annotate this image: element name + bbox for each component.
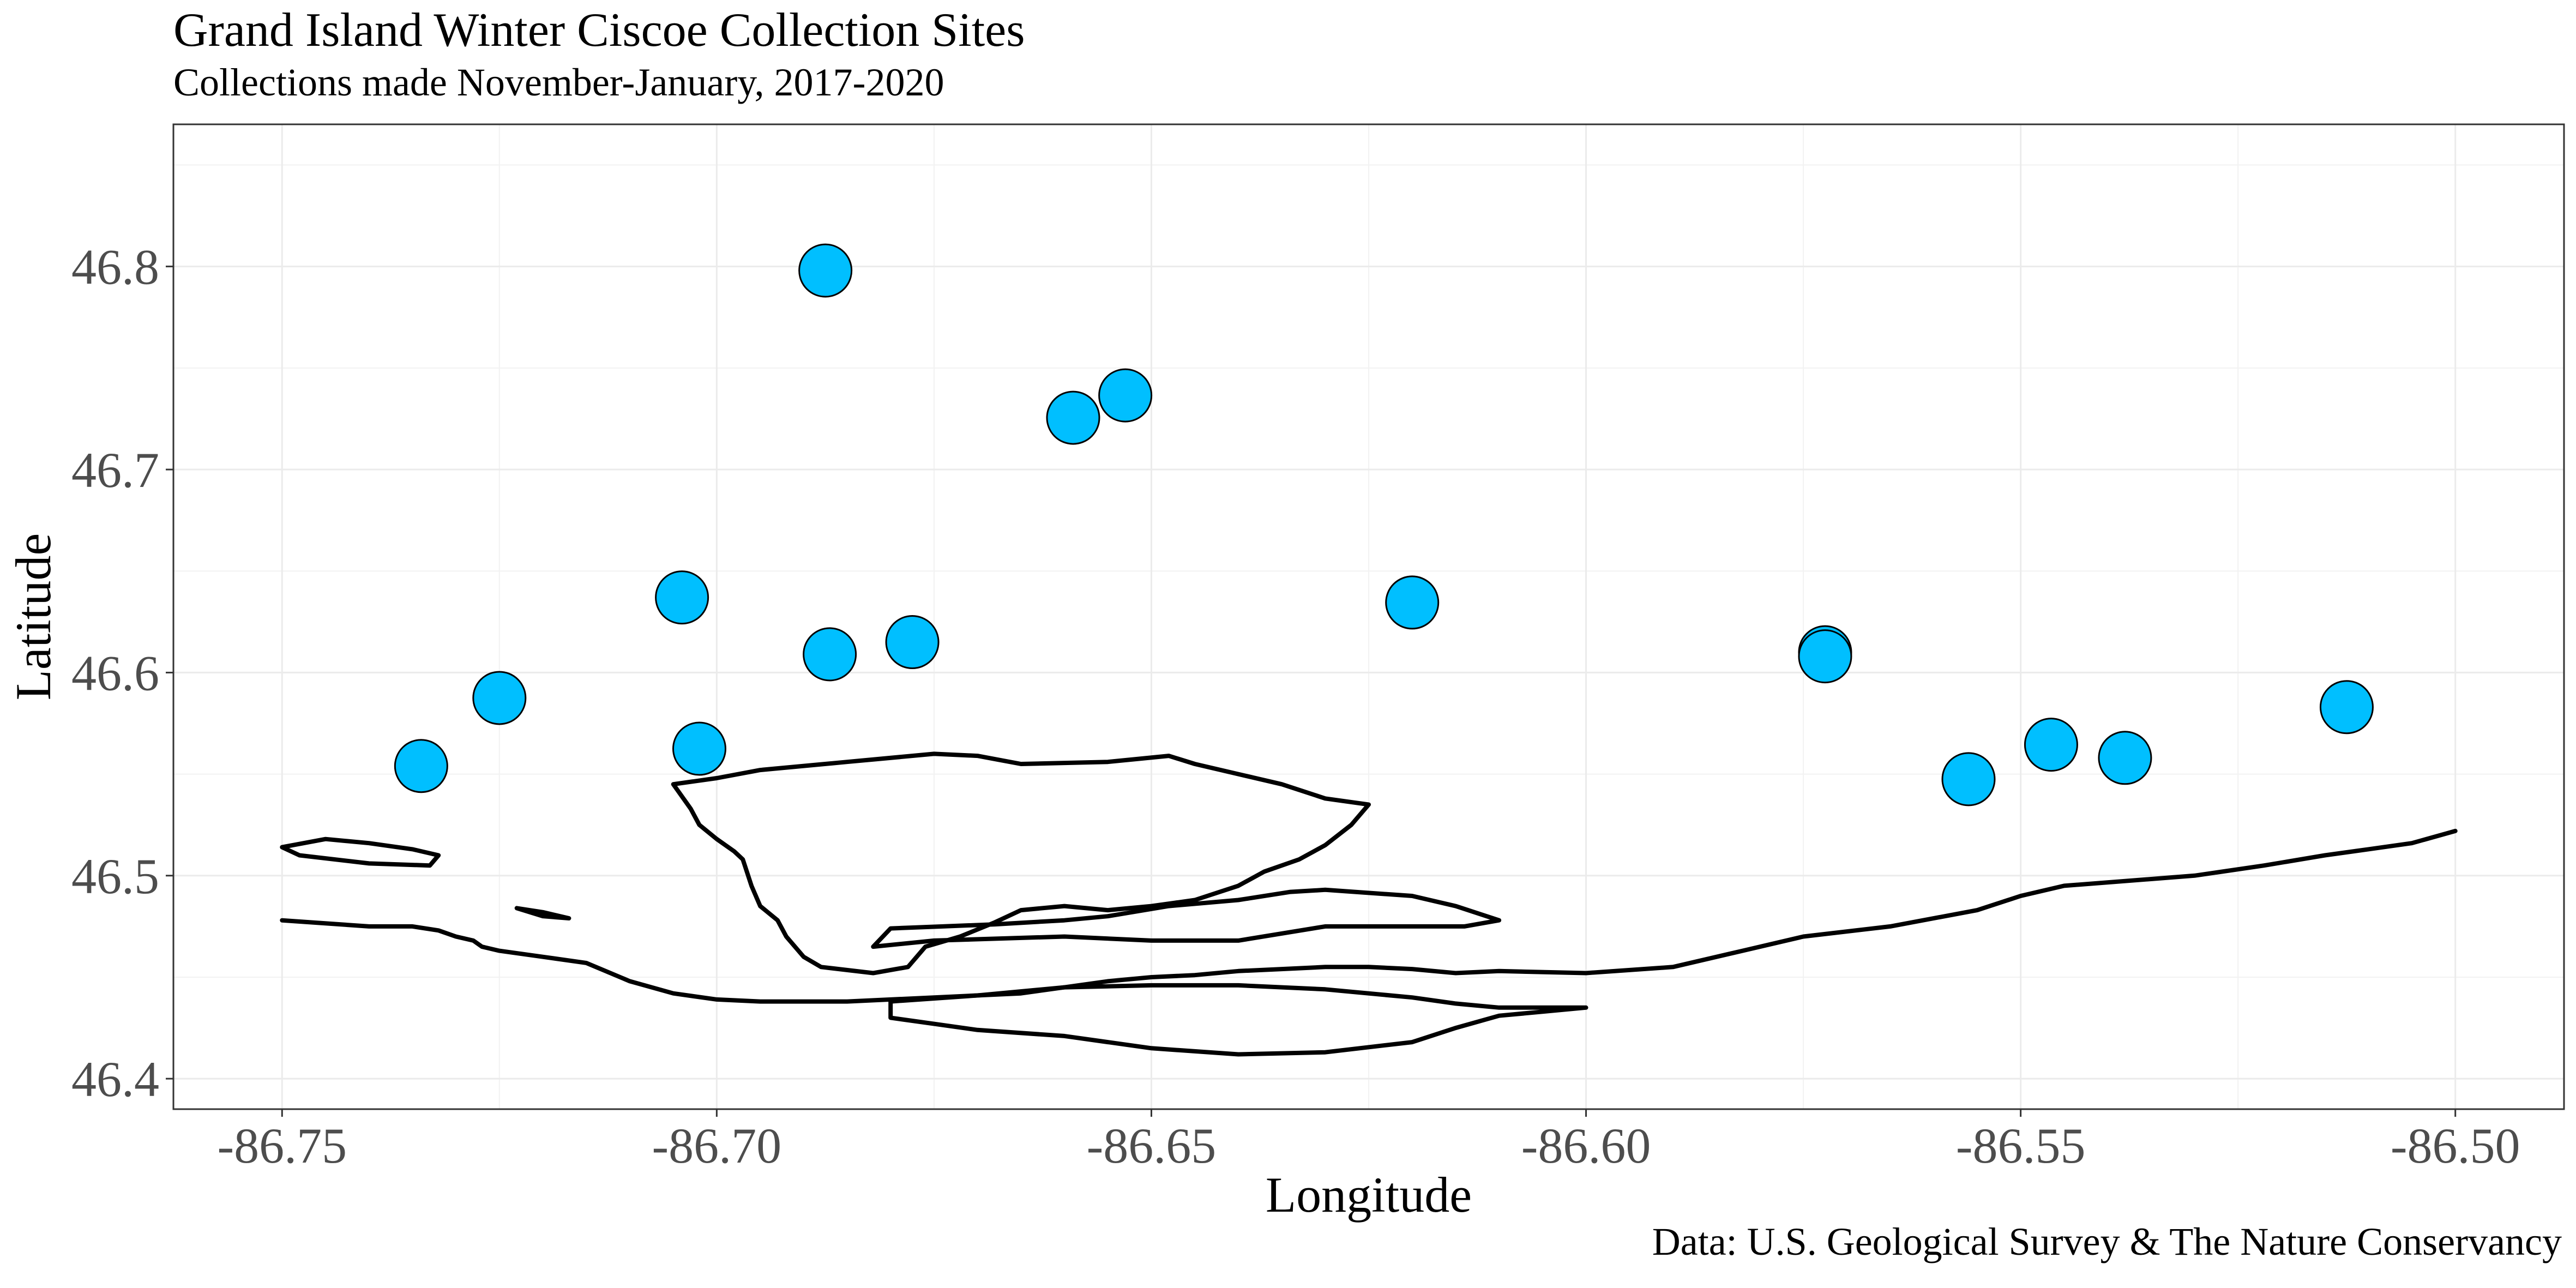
chart-caption: Data: U.S. Geological Survey & The Natur… [1652, 1220, 2562, 1263]
y-axis: 46.4 46.5 46.6 46.7 46.8 [71, 239, 173, 1107]
x-tick-label: -86.70 [652, 1118, 782, 1173]
y-tick-label: 46.7 [71, 442, 159, 498]
small-island-middle-outline [514, 906, 571, 920]
x-axis-title: Longitude [1266, 1167, 1472, 1223]
x-tick-label: -86.60 [1521, 1118, 1651, 1173]
x-tick-label: -86.75 [217, 1118, 347, 1173]
y-tick-label: 46.4 [71, 1051, 159, 1107]
collection-site-point [394, 739, 448, 793]
shoreline-layer [280, 751, 2458, 1057]
y-tick-label: 46.5 [71, 848, 159, 904]
chart-subtitle: Collections made November-January, 2017-… [173, 61, 944, 104]
small-island-west-outline [280, 836, 441, 868]
collection-sites-layer [394, 243, 2374, 806]
collection-site-point [885, 615, 940, 670]
x-tick-label: -86.65 [1087, 1118, 1217, 1173]
collection-site-point [2319, 680, 2374, 735]
grand-island-outline [671, 751, 1371, 976]
mainland-shoreline-outline [280, 828, 2458, 1004]
x-axis: -86.75 -86.70 -86.65 -86.60 -86.55 -86.50 [217, 1109, 2520, 1173]
grid-lines [173, 124, 2564, 1109]
y-axis-title: Latitude [5, 533, 61, 701]
collection-site-point [672, 721, 726, 776]
collection-site-point [1098, 368, 1153, 423]
x-tick-label: -86.50 [2391, 1118, 2520, 1173]
inner-bay-outline-outline [871, 887, 1502, 949]
collection-site-point [472, 671, 527, 725]
lower-lobe-outline [888, 983, 1588, 1057]
x-tick-label: -86.55 [1956, 1118, 2086, 1173]
collection-site-point [1385, 575, 1440, 630]
collection-site-point [803, 627, 857, 682]
collection-site-point [2098, 731, 2152, 785]
collection-site-point [798, 243, 853, 298]
y-tick-label: 46.6 [71, 645, 159, 701]
collection-site-point [1046, 390, 1100, 445]
collection-site-point [1941, 752, 1996, 806]
chart-title: Grand Island Winter Ciscoe Collection Si… [173, 4, 1025, 57]
collection-site-point [1798, 629, 1852, 684]
panel-border [172, 123, 2565, 1110]
collection-site-point [2024, 718, 2078, 772]
y-tick-label: 46.8 [71, 239, 159, 295]
collection-site-point [655, 570, 709, 625]
